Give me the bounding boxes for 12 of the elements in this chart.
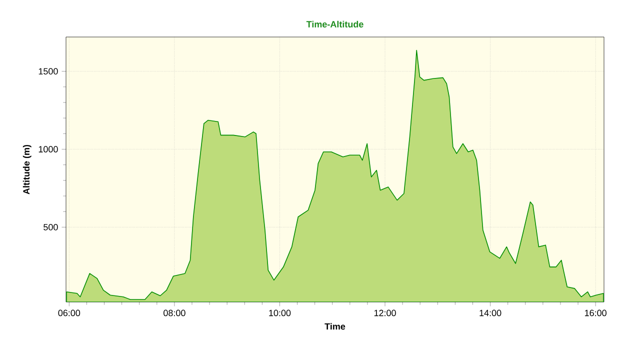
- chart-title: Time-Altitude: [306, 20, 364, 28]
- y-axis-title: Altitude (m): [22, 144, 32, 194]
- x-axis-title: Time: [324, 323, 346, 330]
- y-tick-label: 1500: [38, 68, 58, 74]
- x-tick-label: 10:00: [269, 310, 291, 316]
- x-tick-label: 08:00: [164, 310, 186, 316]
- y-tick-label: 500: [44, 224, 58, 230]
- y-tick-label: 1000: [38, 146, 58, 152]
- x-tick-label: 14:00: [480, 310, 502, 316]
- x-tick-label: 16:00: [585, 310, 606, 316]
- x-tick-label: 12:00: [374, 310, 396, 316]
- x-tick-label: 06:00: [58, 310, 80, 316]
